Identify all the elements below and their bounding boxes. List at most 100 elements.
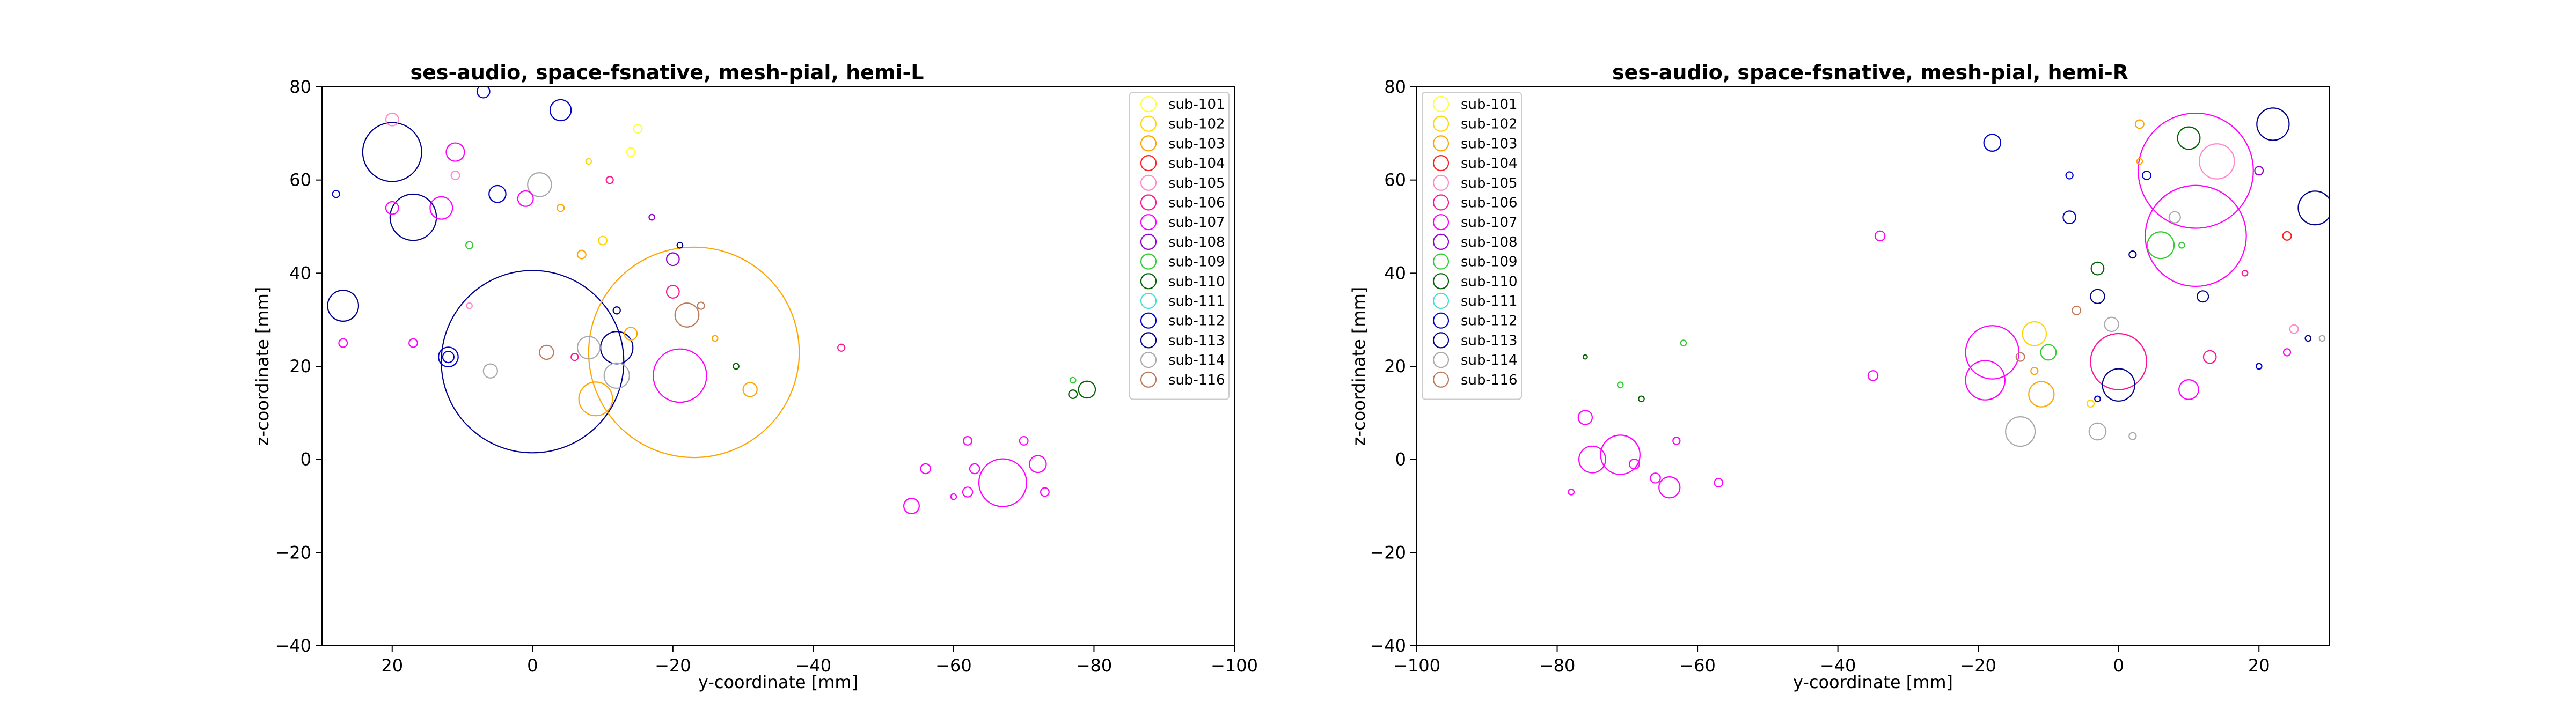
legend-marker	[1140, 194, 1157, 211]
legend-label: sub-107	[1168, 215, 1225, 231]
legend-label: sub-110	[1168, 274, 1225, 290]
data-point-sub-106	[2090, 333, 2148, 390]
data-point-sub-107	[1867, 370, 1879, 381]
legend-marker	[1432, 253, 1450, 270]
data-point-sub-103	[2134, 119, 2145, 129]
legend-label: sub-111	[1168, 293, 1225, 309]
data-point-sub-116	[697, 301, 705, 310]
data-point-sub-106	[837, 343, 846, 352]
data-point-sub-112	[332, 190, 340, 198]
left-axis-ticks: 20 0 −20 −40 −60 −80 −100 −40 −20 0 20 40 60 80	[275, 77, 1257, 676]
legend-box	[1129, 92, 1230, 400]
x-tick-label: −60	[1679, 655, 1716, 676]
right-axis-ticks: −100 −80 −60 −40 −20 0 20 −40 −20 0 20 40 60 80	[1370, 77, 2270, 676]
y-tick-label: −40	[1370, 636, 1406, 656]
x-tick-label: −40	[795, 655, 832, 676]
data-point-sub-107	[969, 463, 980, 475]
data-point-sub-112	[488, 184, 507, 203]
x-tick-label: −80	[1076, 655, 1113, 676]
left-legend: sub-101 sub-102 sub-103 sub-104 sub-105 sub-1…	[1129, 92, 1230, 400]
data-point-sub-107	[445, 142, 465, 162]
data-point-sub-110	[2177, 126, 2201, 150]
data-point-sub-110	[1068, 389, 1078, 400]
legend-label: sub-109	[1461, 254, 1518, 270]
data-point-sub-107	[653, 348, 707, 403]
data-point-sub-101	[626, 147, 636, 157]
data-point-sub-112	[476, 87, 491, 99]
legend-label: sub-106	[1461, 195, 1518, 211]
data-point-sub-112	[2062, 210, 2077, 225]
legend-marker	[1432, 351, 1450, 368]
data-point-sub-113	[327, 290, 360, 322]
y-tick-label: 80	[289, 77, 311, 97]
data-point-sub-107	[2145, 184, 2247, 287]
data-point-sub-108	[648, 213, 655, 221]
legend-marker	[1140, 292, 1157, 309]
legend-label: sub-110	[1461, 274, 1518, 290]
data-point-sub-107	[1577, 410, 1593, 425]
data-point-sub-113	[2090, 289, 2105, 304]
x-tick-label: −60	[935, 655, 972, 676]
y-tick-label: 20	[1384, 356, 1406, 376]
data-point-sub-103	[2136, 158, 2143, 165]
data-point-sub-103	[2028, 381, 2055, 408]
data-point-sub-113	[2256, 107, 2290, 141]
legend-label: sub-105	[1461, 175, 1518, 191]
legend-label: sub-114	[1461, 352, 1518, 368]
data-point-sub-107	[920, 463, 931, 475]
legend-label: sub-116	[1168, 372, 1225, 388]
left-x-axis-label: y-coordinate [mm]	[698, 672, 858, 692]
data-point-sub-113	[2304, 335, 2312, 342]
x-tick-label: 0	[527, 655, 538, 676]
legend-marker	[1432, 371, 1450, 388]
data-point-sub-107	[963, 435, 973, 446]
data-point-sub-107	[385, 201, 399, 215]
legend-box	[1422, 92, 1522, 400]
data-point-sub-103	[624, 327, 638, 341]
data-point-sub-104	[2282, 231, 2292, 241]
data-point-sub-107	[1600, 434, 1641, 475]
right-x-axis-label: y-coordinate [mm]	[1793, 672, 1953, 692]
data-point-sub-112	[1983, 134, 2002, 152]
legend-label: sub-106	[1168, 195, 1225, 211]
x-tick-label: −100	[1211, 655, 1258, 676]
legend-marker	[1140, 95, 1157, 113]
data-point-sub-107	[1629, 459, 1640, 470]
data-point-sub-109	[1680, 339, 1687, 346]
data-point-sub-107	[338, 338, 348, 348]
right-legend: sub-101 sub-102 sub-103 sub-104 sub-105 sub-1…	[1422, 92, 1522, 400]
legend-marker	[1432, 332, 1450, 349]
legend-marker	[1140, 174, 1157, 191]
data-point-sub-103	[711, 335, 719, 342]
data-point-sub-107	[429, 196, 453, 220]
data-point-sub-109	[465, 241, 474, 249]
legend-label: sub-112	[1461, 313, 1518, 329]
legend-marker	[1432, 115, 1450, 132]
legend-label: sub-104	[1168, 156, 1225, 172]
data-point-sub-114	[2168, 211, 2181, 224]
y-tick-label: −20	[275, 542, 311, 563]
data-point-sub-112	[2094, 395, 2101, 403]
legend-label: sub-103	[1461, 136, 1518, 152]
legend-label: sub-111	[1461, 293, 1518, 309]
x-tick-label: 20	[381, 655, 403, 676]
y-tick-label: 40	[289, 263, 311, 283]
data-point-sub-113	[676, 241, 684, 249]
data-point-sub-110	[2090, 261, 2105, 276]
data-point-sub-113	[362, 122, 422, 182]
legend-marker	[1140, 351, 1157, 368]
data-point-sub-113	[389, 193, 437, 241]
y-tick-label: 60	[1384, 170, 1406, 190]
data-point-sub-106	[2202, 350, 2217, 364]
data-point-sub-107	[1658, 476, 1681, 499]
data-point-sub-116	[539, 344, 554, 360]
data-point-sub-102	[585, 158, 592, 165]
data-point-sub-114	[576, 336, 601, 360]
right-chart-title: ses-audio, space-fsnative, mesh-pial, he…	[1612, 61, 2128, 84]
legend-label: sub-103	[1168, 136, 1225, 152]
data-point-sub-113	[2197, 290, 2209, 303]
legend-marker	[1432, 155, 1450, 172]
data-point-sub-107	[1029, 455, 1047, 474]
data-point-sub-114	[2128, 432, 2137, 440]
legend-marker	[1140, 312, 1157, 329]
